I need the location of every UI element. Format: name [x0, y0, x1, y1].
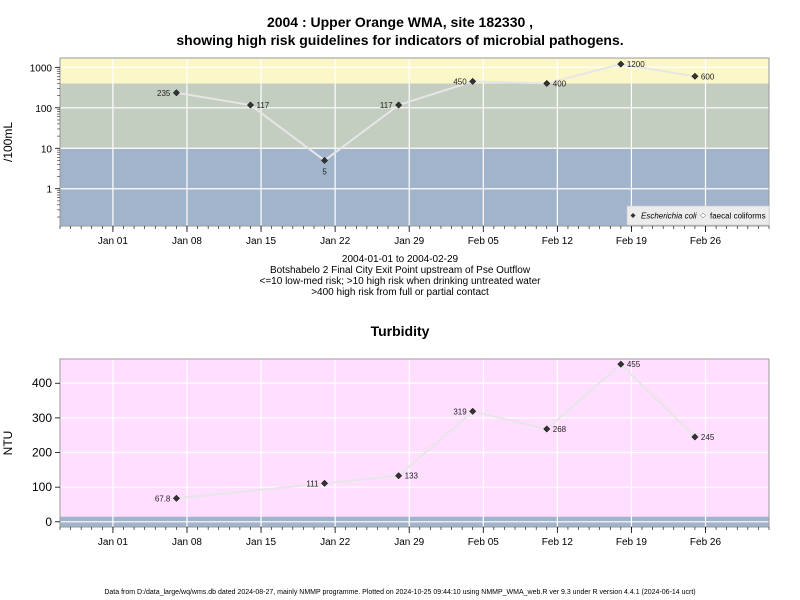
x-tick-label: Feb 26: [690, 537, 722, 548]
data-point: [543, 425, 551, 433]
legend-ecoli-label: Escherichia coli: [641, 212, 697, 221]
y-tick-label: 0: [45, 515, 52, 529]
x-tick-label: Jan 29: [394, 236, 424, 247]
plot-border: [59, 57, 770, 227]
data-point: [691, 72, 699, 80]
series-line: [176, 63, 696, 162]
data-point: [172, 89, 180, 97]
data-label: 319: [453, 407, 467, 416]
data-point: [617, 60, 625, 68]
x-tick-label: Feb 05: [468, 537, 500, 548]
data-label: 67.8: [155, 494, 171, 503]
x-tick-label: Jan 01: [98, 236, 128, 247]
risk-band-1: [60, 359, 769, 517]
y-tick-label: 100: [35, 104, 52, 115]
data-label: 245: [701, 433, 715, 442]
caption-risk-drinking: <=10 low-med risk; >10 high risk when dr…: [259, 276, 541, 287]
y-tick-label: 300: [32, 411, 52, 425]
x-tick-label: Jan 08: [172, 537, 202, 548]
caption-date-range: 2004-01-01 to 2004-02-29: [341, 254, 459, 265]
legend-faecal-marker: [700, 212, 706, 219]
y-tick-label: 10: [41, 144, 53, 155]
legend-faecal-label: faecal coliforms: [710, 212, 766, 221]
legend-ecoli-marker: [630, 213, 636, 218]
data-label: 117: [380, 101, 393, 110]
data-point: [172, 494, 180, 502]
x-tick-label: Feb 19: [616, 236, 648, 247]
data-label: 5: [322, 167, 327, 176]
x-tick-label: Feb 26: [690, 236, 722, 247]
x-tick-label: Jan 01: [98, 537, 128, 548]
y-axis-label: NTU: [1, 431, 15, 456]
x-tick-label: Jan 15: [246, 236, 276, 247]
data-label: 268: [553, 425, 567, 434]
x-tick-label: Jan 15: [246, 537, 276, 548]
x-tick-label: Jan 08: [172, 236, 202, 247]
data-point: [246, 101, 255, 109]
caption-risk-contact: >400 high risk from full or partial cont…: [311, 287, 489, 298]
x-tick-label: Feb 12: [542, 236, 574, 247]
y-axis-label: /100mL: [1, 122, 15, 162]
y-tick-label: 400: [32, 376, 52, 390]
data-point: [320, 156, 329, 165]
data-point: [469, 407, 477, 415]
data-label: 111: [306, 479, 319, 488]
data-label: 235: [157, 89, 171, 98]
risk-band-2: [60, 58, 769, 84]
data-label: 400: [553, 79, 567, 88]
y-tick-label: 200: [32, 446, 52, 460]
x-tick-label: Jan 22: [320, 236, 350, 247]
y-tick-label: 100: [32, 480, 52, 494]
data-point: [395, 101, 403, 109]
y-tick-label: 1: [46, 185, 52, 196]
x-tick-label: Feb 05: [468, 236, 500, 247]
y-tick-label: 1000: [30, 63, 53, 74]
data-point: [395, 472, 403, 480]
turbidity-title: Turbidity: [370, 323, 430, 339]
data-label: 600: [701, 72, 715, 81]
x-tick-label: Feb 19: [616, 537, 648, 548]
footer-note: Data from D:/data_large/wq/wms.db dated …: [104, 589, 696, 596]
data-point: [691, 433, 699, 441]
caption-site-name: Botshabelo 2 Final City Exit Point upstr…: [269, 265, 531, 276]
legend-box: [626, 205, 770, 226]
x-tick-label: Jan 29: [394, 537, 424, 548]
x-tick-label: Feb 12: [542, 537, 574, 548]
plot-border: [59, 358, 770, 528]
data-point: [543, 79, 551, 87]
data-label: 1200: [627, 60, 645, 69]
chart-title-line2: showing high risk guidelines for indicat…: [176, 32, 624, 48]
data-point: [469, 77, 477, 85]
data-point: [617, 360, 625, 368]
chart-title-line1: 2004 : Upper Orange WMA, site 182330 ,: [266, 14, 534, 30]
data-label: 455: [627, 360, 641, 369]
data-label: 450: [453, 77, 467, 86]
data-point: [320, 479, 329, 487]
x-tick-label: Jan 22: [320, 537, 350, 548]
data-label: 117: [256, 101, 269, 110]
data-label: 133: [405, 472, 419, 481]
